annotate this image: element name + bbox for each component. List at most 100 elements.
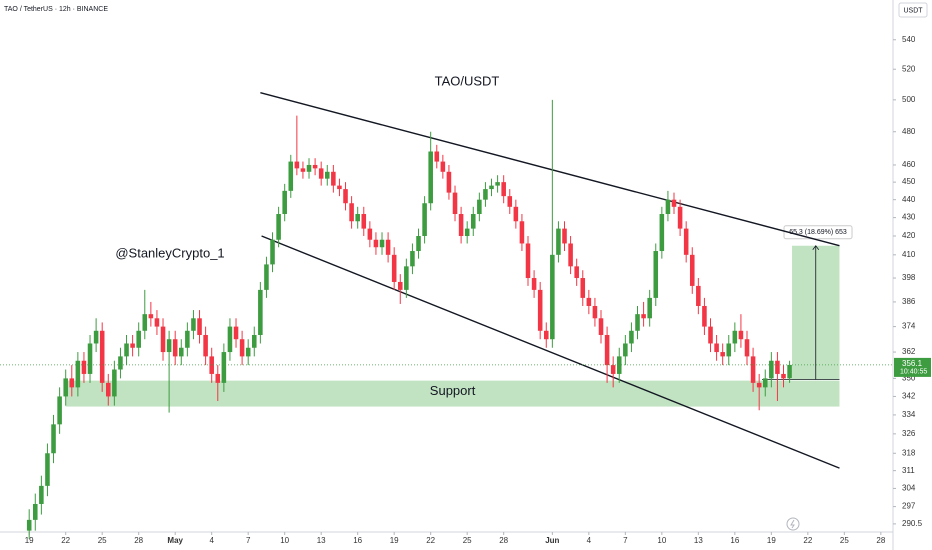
candle-body <box>769 360 774 379</box>
candle-body <box>531 278 537 290</box>
candle-body <box>513 206 519 222</box>
candle-body <box>112 369 117 397</box>
candle-body <box>556 228 561 255</box>
measure-arrow-head <box>812 245 820 250</box>
candle-body <box>714 343 719 353</box>
candle-body <box>696 285 701 306</box>
candle-body <box>659 214 665 252</box>
candle-body <box>349 203 354 222</box>
currency: USDT <box>903 7 923 14</box>
y-tick-label: 440 <box>902 195 916 204</box>
candle-body <box>550 254 555 340</box>
chart-title: TAO/USDT <box>435 73 500 88</box>
candle-body <box>172 339 178 357</box>
candle-body <box>665 199 671 215</box>
candle-body <box>288 161 294 191</box>
candle-body <box>124 343 129 357</box>
candle-body <box>318 168 324 179</box>
candle-body <box>787 364 792 379</box>
candle-body <box>756 382 762 388</box>
measure-label: 65.3 (18.69%) 653 <box>789 229 847 236</box>
candle-body <box>483 189 488 200</box>
y-tick-label: 520 <box>902 64 916 73</box>
candle-body <box>702 305 707 327</box>
y-tick-label: 318 <box>902 448 916 457</box>
candle-body <box>251 334 257 348</box>
y-tick-label: 420 <box>902 231 916 240</box>
y-tick-label: 374 <box>902 322 916 331</box>
y-tick-label: 460 <box>902 160 916 169</box>
candle-body <box>446 171 452 193</box>
candle-body <box>300 168 306 172</box>
candle-body <box>671 199 677 207</box>
candle-body <box>738 330 744 340</box>
candle-body <box>732 330 738 344</box>
x-tick-label: 28 <box>876 536 885 545</box>
candle-body <box>519 221 525 244</box>
support-label: Support <box>430 383 476 398</box>
candle-body <box>355 214 360 222</box>
y-tick-label: 311 <box>902 466 915 475</box>
candle-body <box>720 352 725 357</box>
candle-body <box>397 281 403 290</box>
candle-body <box>63 378 68 397</box>
y-tick-label: 362 <box>902 347 916 356</box>
y-tick-label: 290.5 <box>902 519 923 528</box>
trendline <box>260 92 840 247</box>
candle-body <box>367 228 373 240</box>
candle-body <box>45 453 50 486</box>
candle-body <box>708 326 713 344</box>
candle-body <box>781 373 786 379</box>
candle-body <box>489 185 494 190</box>
candle-body <box>434 151 440 162</box>
candle-body <box>385 239 391 255</box>
candle-body <box>452 192 458 215</box>
candle-body <box>233 326 239 340</box>
candle-body <box>440 161 446 172</box>
candle-body <box>294 161 300 169</box>
y-tick-label: 297 <box>902 502 916 511</box>
candle-body <box>410 251 415 267</box>
candle-body <box>75 360 81 388</box>
candle-body <box>343 189 348 204</box>
lightning-icon <box>786 517 800 531</box>
x-tick-label: 10 <box>657 536 666 545</box>
author: @StanleyCrypto_1 <box>115 245 224 260</box>
candle-body <box>568 243 573 267</box>
candle-body <box>203 334 208 357</box>
candle-body <box>191 318 196 331</box>
candle-body <box>264 264 269 290</box>
last-price-label: 356.1 <box>902 359 923 368</box>
candle-body <box>105 382 111 397</box>
candle-body <box>647 297 652 319</box>
y-tick-label: 450 <box>902 177 916 186</box>
x-tick-label: 28 <box>134 536 143 545</box>
candle-body <box>495 182 500 186</box>
candle-body <box>610 365 616 374</box>
y-tick-label: 500 <box>902 95 916 104</box>
candle-body <box>148 314 154 319</box>
trendline <box>261 235 840 469</box>
x-tick-label: 28 <box>499 536 508 545</box>
candle-body <box>428 151 433 204</box>
candle-body <box>404 266 409 290</box>
x-tick-label: 7 <box>623 536 628 545</box>
y-tick-label: 342 <box>902 392 916 401</box>
y-tick-label: 540 <box>902 35 916 44</box>
candle-body <box>245 347 251 357</box>
y-tick-label: 386 <box>902 297 916 306</box>
candle-body <box>598 318 604 335</box>
candle-body <box>197 318 202 335</box>
candle-body <box>142 314 148 331</box>
candle-body <box>689 254 695 286</box>
candle-body <box>677 206 683 229</box>
candle-body <box>324 171 330 179</box>
candle-body <box>26 519 32 531</box>
candle-body <box>653 251 659 298</box>
x-tick-label: May <box>167 536 183 545</box>
candle-body <box>629 330 634 344</box>
currency-box <box>898 2 928 18</box>
x-tick-label: 4 <box>209 536 214 545</box>
y-tick-label: 398 <box>902 273 916 282</box>
